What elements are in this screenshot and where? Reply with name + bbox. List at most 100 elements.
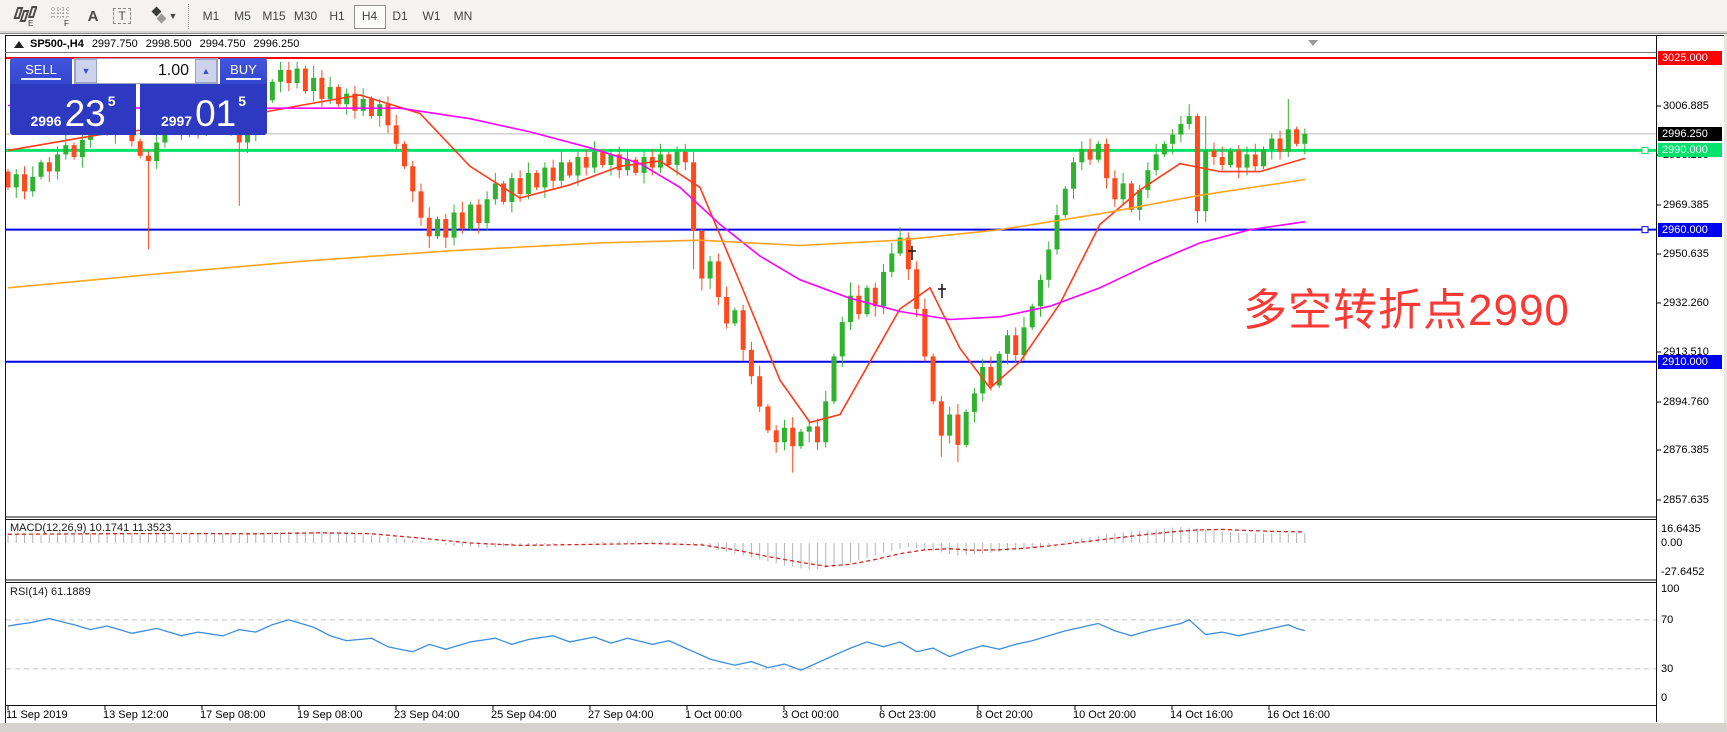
timeframe-button-mn[interactable]: MN [453,9,473,23]
candle-body [302,68,308,92]
candle-body [154,142,160,161]
timeframe-button-m30[interactable]: M30 [293,9,318,23]
candle-body [1104,143,1110,179]
sell-price-button[interactable]: 2996 23 5 [10,84,136,135]
chart-canvas[interactable] [5,35,1724,723]
window-bottom-edge [0,723,1727,732]
ohlc-low: 2994.750 [199,38,246,50]
candle-body [71,145,77,158]
time-axis-label: 3 Oct 00:00 [782,709,839,721]
candle-body [1013,335,1019,356]
volume-increase-button[interactable]: ▲ [195,59,217,83]
buy-label: BUY [226,62,261,80]
grid-glyph: F [51,7,69,27]
candle-body [889,253,895,272]
price-tick-label: 2876.385 [1663,444,1709,456]
one-click-trade-panel: SELL ▼ ▲ BUY 2996 23 5 2997 01 5 [10,58,267,135]
timeframe-button-d1[interactable]: D1 [392,9,408,23]
hline-handle[interactable] [1641,226,1649,234]
candle-body [1004,335,1010,354]
candle-body [591,151,597,168]
timeframe-button-h1[interactable]: H1 [329,9,345,23]
candle-body [385,104,391,126]
indicator-axis-label: 70 [1661,614,1674,626]
objects-dropdown-icon[interactable]: ▼ [144,4,180,28]
candle-body [881,271,887,307]
candle-body [806,426,812,432]
text-label-icon[interactable]: A [87,7,99,25]
candle-body [1277,138,1283,152]
candle-body [616,154,622,171]
timeframe-button-m5[interactable]: M5 [234,9,251,23]
chart-annotation-text[interactable]: 多空转折点2990 [1243,286,1570,335]
price-level-tag: 2990.000 [1658,143,1722,157]
candle-body [1178,124,1184,135]
time-axis-label: 6 Oct 23:00 [879,709,936,721]
candle-body [1294,129,1300,144]
candle-body [6,171,11,188]
candle-body [1219,157,1225,165]
candle-body [63,145,69,155]
candle-body [1021,327,1027,356]
hline-handle[interactable] [1641,146,1649,154]
buy-price-prefix: 2997 [160,113,193,129]
candle-body [145,155,151,161]
buy-button[interactable]: BUY [220,58,267,88]
candle-body [567,162,573,176]
candle-body [484,199,490,224]
timeframe-button-h4[interactable]: H4 [353,5,386,29]
text-box-icon[interactable]: T [110,4,134,28]
volume-input[interactable] [97,59,195,83]
volume-decrease-button[interactable]: ▼ [75,59,97,83]
timeframe-button-w1[interactable]: W1 [422,9,441,23]
candle-body [30,176,36,192]
candle-body [988,366,994,386]
candle-body [335,87,341,105]
ohlc-open: 2997.750 [91,38,138,50]
candle-body [311,77,317,92]
candle-body [550,167,556,181]
svg-text:E: E [28,19,33,27]
indicator-axis-label: -27.6452 [1661,566,1705,578]
candle-body [864,287,870,315]
price-tick-label: 2950.635 [1663,248,1709,260]
main-plot-layer[interactable] [6,57,1657,473]
candle-body [872,287,878,307]
timeframe-button-m1[interactable]: M1 [202,9,220,23]
time-axis-label: 17 Sep 08:00 [200,709,266,721]
ea-candles-glyph: E [13,6,37,27]
candle-body [699,230,705,279]
candle-body [1186,116,1192,125]
candle-body [352,93,358,111]
ea-candles-icon[interactable]: E [8,4,40,28]
candle-body [377,104,383,117]
buy-price-big: 01 [195,93,237,134]
candle-body [600,151,606,165]
candle-body [1161,143,1167,155]
candle-body [856,295,862,315]
candle-body [996,353,1002,386]
candle-body [344,93,350,105]
time-axis-label: 8 Oct 20:00 [976,709,1033,721]
candle-body [839,322,845,357]
chart-shift-marker-icon[interactable] [1308,40,1318,46]
candle-body [963,411,969,445]
price-tick-label: 2932.260 [1663,297,1709,309]
grid-snap-icon[interactable]: F [46,4,76,28]
candle-body [1244,154,1250,168]
buy-price-button[interactable]: 2997 01 5 [140,84,267,135]
buy-price-sup: 5 [238,93,247,109]
candle-body [608,154,614,165]
candle-body [278,69,284,82]
candle-body [492,183,498,200]
timeframe-button-m15[interactable]: M15 [262,9,286,23]
candle-body [707,261,713,279]
candle-body [905,237,911,270]
time-axis-label: 1 Oct 00:00 [685,709,742,721]
candle-body [46,162,52,172]
candle-body [765,406,771,431]
candle-body [393,125,399,144]
candle-body [1112,178,1118,200]
sell-button[interactable]: SELL [10,58,72,88]
collapse-triangle-icon[interactable] [14,40,24,48]
